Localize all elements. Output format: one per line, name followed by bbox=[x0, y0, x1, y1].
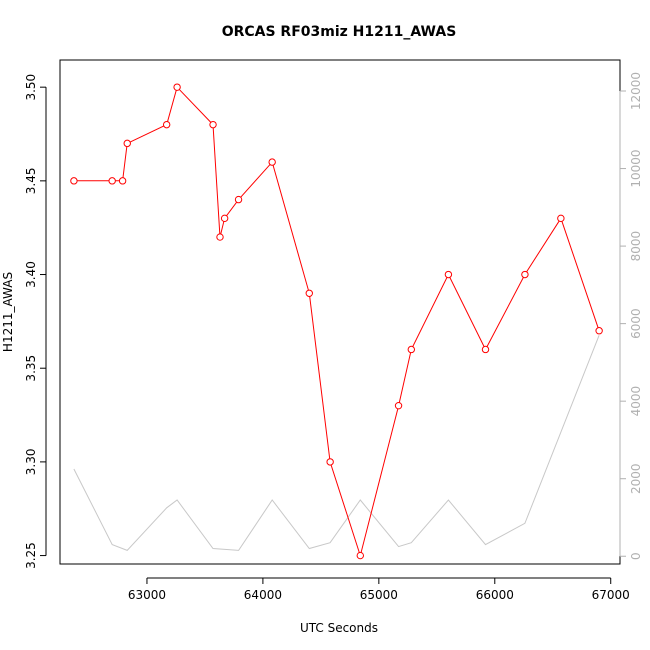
data-point bbox=[268, 158, 276, 166]
y-tick-label: 3.35 bbox=[24, 355, 38, 382]
data-point bbox=[481, 345, 490, 354]
x-tick-label: 67000 bbox=[592, 588, 630, 602]
series-layer bbox=[70, 83, 603, 560]
y-tick-label: 3.45 bbox=[24, 167, 38, 194]
y2-tick-label: 4000 bbox=[629, 386, 643, 417]
y2-tick-label: 0 bbox=[629, 552, 643, 560]
y-axis: 3.25 3.30 3.35 3.40 3.45 3.50 bbox=[24, 74, 47, 569]
data-point bbox=[209, 120, 217, 129]
secondary-series-line bbox=[73, 335, 600, 551]
data-point bbox=[173, 83, 181, 91]
chart-title: ORCAS RF03miz H1211_AWAS bbox=[222, 24, 457, 40]
x-axis-label: UTC Seconds bbox=[300, 621, 378, 635]
x-tick-label: 65000 bbox=[360, 588, 398, 602]
x-axis: 63000 64000 65000 66000 67000 bbox=[128, 577, 630, 602]
data-point bbox=[162, 120, 171, 129]
data-point bbox=[444, 270, 453, 279]
y-tick-label: 3.30 bbox=[24, 449, 38, 476]
data-point bbox=[220, 214, 229, 223]
data-point bbox=[216, 233, 224, 241]
y2-tick-label: 8000 bbox=[629, 231, 643, 262]
y-tick-label: 3.25 bbox=[24, 542, 38, 569]
data-point bbox=[234, 195, 243, 204]
y2-tick-label: 2000 bbox=[629, 463, 643, 494]
data-point bbox=[326, 458, 334, 466]
x-tick-label: 66000 bbox=[476, 588, 514, 602]
primary-series-line bbox=[73, 86, 600, 558]
data-point bbox=[118, 177, 127, 185]
data-point bbox=[108, 177, 116, 185]
data-point bbox=[394, 401, 403, 410]
data-point bbox=[305, 289, 313, 297]
y-tick-label: 3.50 bbox=[24, 74, 38, 101]
x-tick-label: 63000 bbox=[128, 588, 166, 602]
data-point bbox=[356, 551, 364, 560]
data-point bbox=[521, 270, 529, 279]
x-tick-label: 64000 bbox=[244, 588, 282, 602]
y2-tick-label: 12000 bbox=[629, 72, 643, 110]
secondary-y-axis: 0 2000 4000 6000 8000 10000 12000 bbox=[619, 72, 643, 560]
y2-tick-label: 10000 bbox=[629, 149, 643, 187]
data-point bbox=[70, 177, 78, 185]
data-point bbox=[595, 327, 603, 335]
data-point bbox=[407, 345, 416, 354]
y2-tick-label: 6000 bbox=[629, 308, 643, 339]
y-axis-label: H1211_AWAS bbox=[1, 272, 15, 352]
data-point bbox=[557, 214, 565, 223]
data-point bbox=[123, 139, 131, 148]
y-tick-label: 3.40 bbox=[24, 261, 38, 288]
